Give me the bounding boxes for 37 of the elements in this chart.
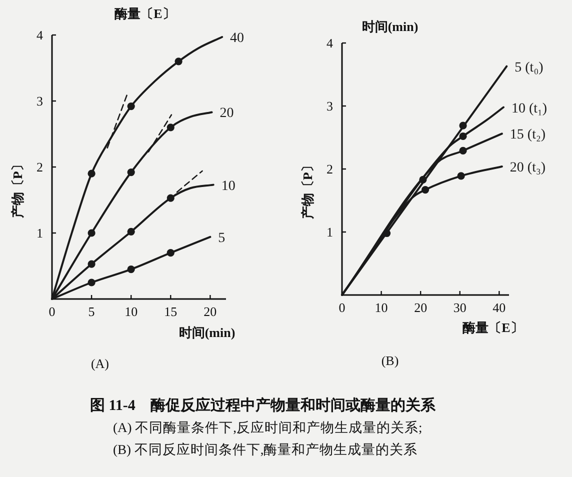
series-label: 5	[218, 230, 226, 246]
y-axis-title: 产物〔P〕	[300, 159, 315, 220]
x-tick-label: 20	[204, 304, 217, 319]
text: (B) 不同反应时间条件下,酶量和产物生成量的关系	[113, 442, 418, 457]
x-axis-title: 时间(min)	[178, 325, 236, 340]
series-label: 5 (t₀)	[514, 60, 544, 76]
x-axis-title: 酶量〔E〕	[462, 320, 524, 335]
x-tick-label: 10	[374, 300, 388, 315]
text: (A) 不同酶量条件下,反应时间和产物生成量的关系;	[113, 420, 422, 435]
series-label: 10 (t₁)	[512, 101, 548, 116]
y-tick-label: 1	[36, 226, 43, 240]
y-tick-label: 1	[326, 224, 333, 240]
x-tick-label: 30	[453, 300, 466, 315]
y-tick-label: 3	[326, 98, 333, 114]
y-axis-title: 产物〔P〕	[10, 158, 25, 220]
x-tick-label: 40	[492, 300, 506, 315]
text: (B)	[381, 353, 399, 368]
x-tick-label: 5	[88, 304, 95, 319]
legend-title: 酶量〔E〕	[114, 6, 176, 21]
text: (A)	[90, 356, 110, 371]
caption: 图 11-4 酶促反应过程中产物量和时间或酶量的关系	[90, 396, 436, 414]
y-tick-label: 2	[36, 160, 43, 174]
series-label: 20	[220, 106, 234, 122]
y-tick-label: 3	[36, 94, 43, 108]
x-tick-label: 0	[338, 300, 346, 315]
series-label: 40	[230, 30, 244, 46]
x-tick-label: 20	[414, 300, 428, 315]
y-tick-label: 4	[36, 28, 44, 42]
x-tick-label: 10	[124, 304, 138, 319]
series-label: 10	[221, 178, 236, 194]
series-label: 20 (t₃)	[510, 160, 546, 176]
y-tick-label: 2	[326, 162, 333, 176]
x-tick-label: 0	[48, 304, 56, 319]
x-tick-label: 15	[164, 304, 178, 319]
legend-title: 时间(min)	[362, 19, 418, 34]
y-tick-label: 4	[326, 36, 334, 50]
series-label: 15 (t₂)	[510, 128, 546, 143]
